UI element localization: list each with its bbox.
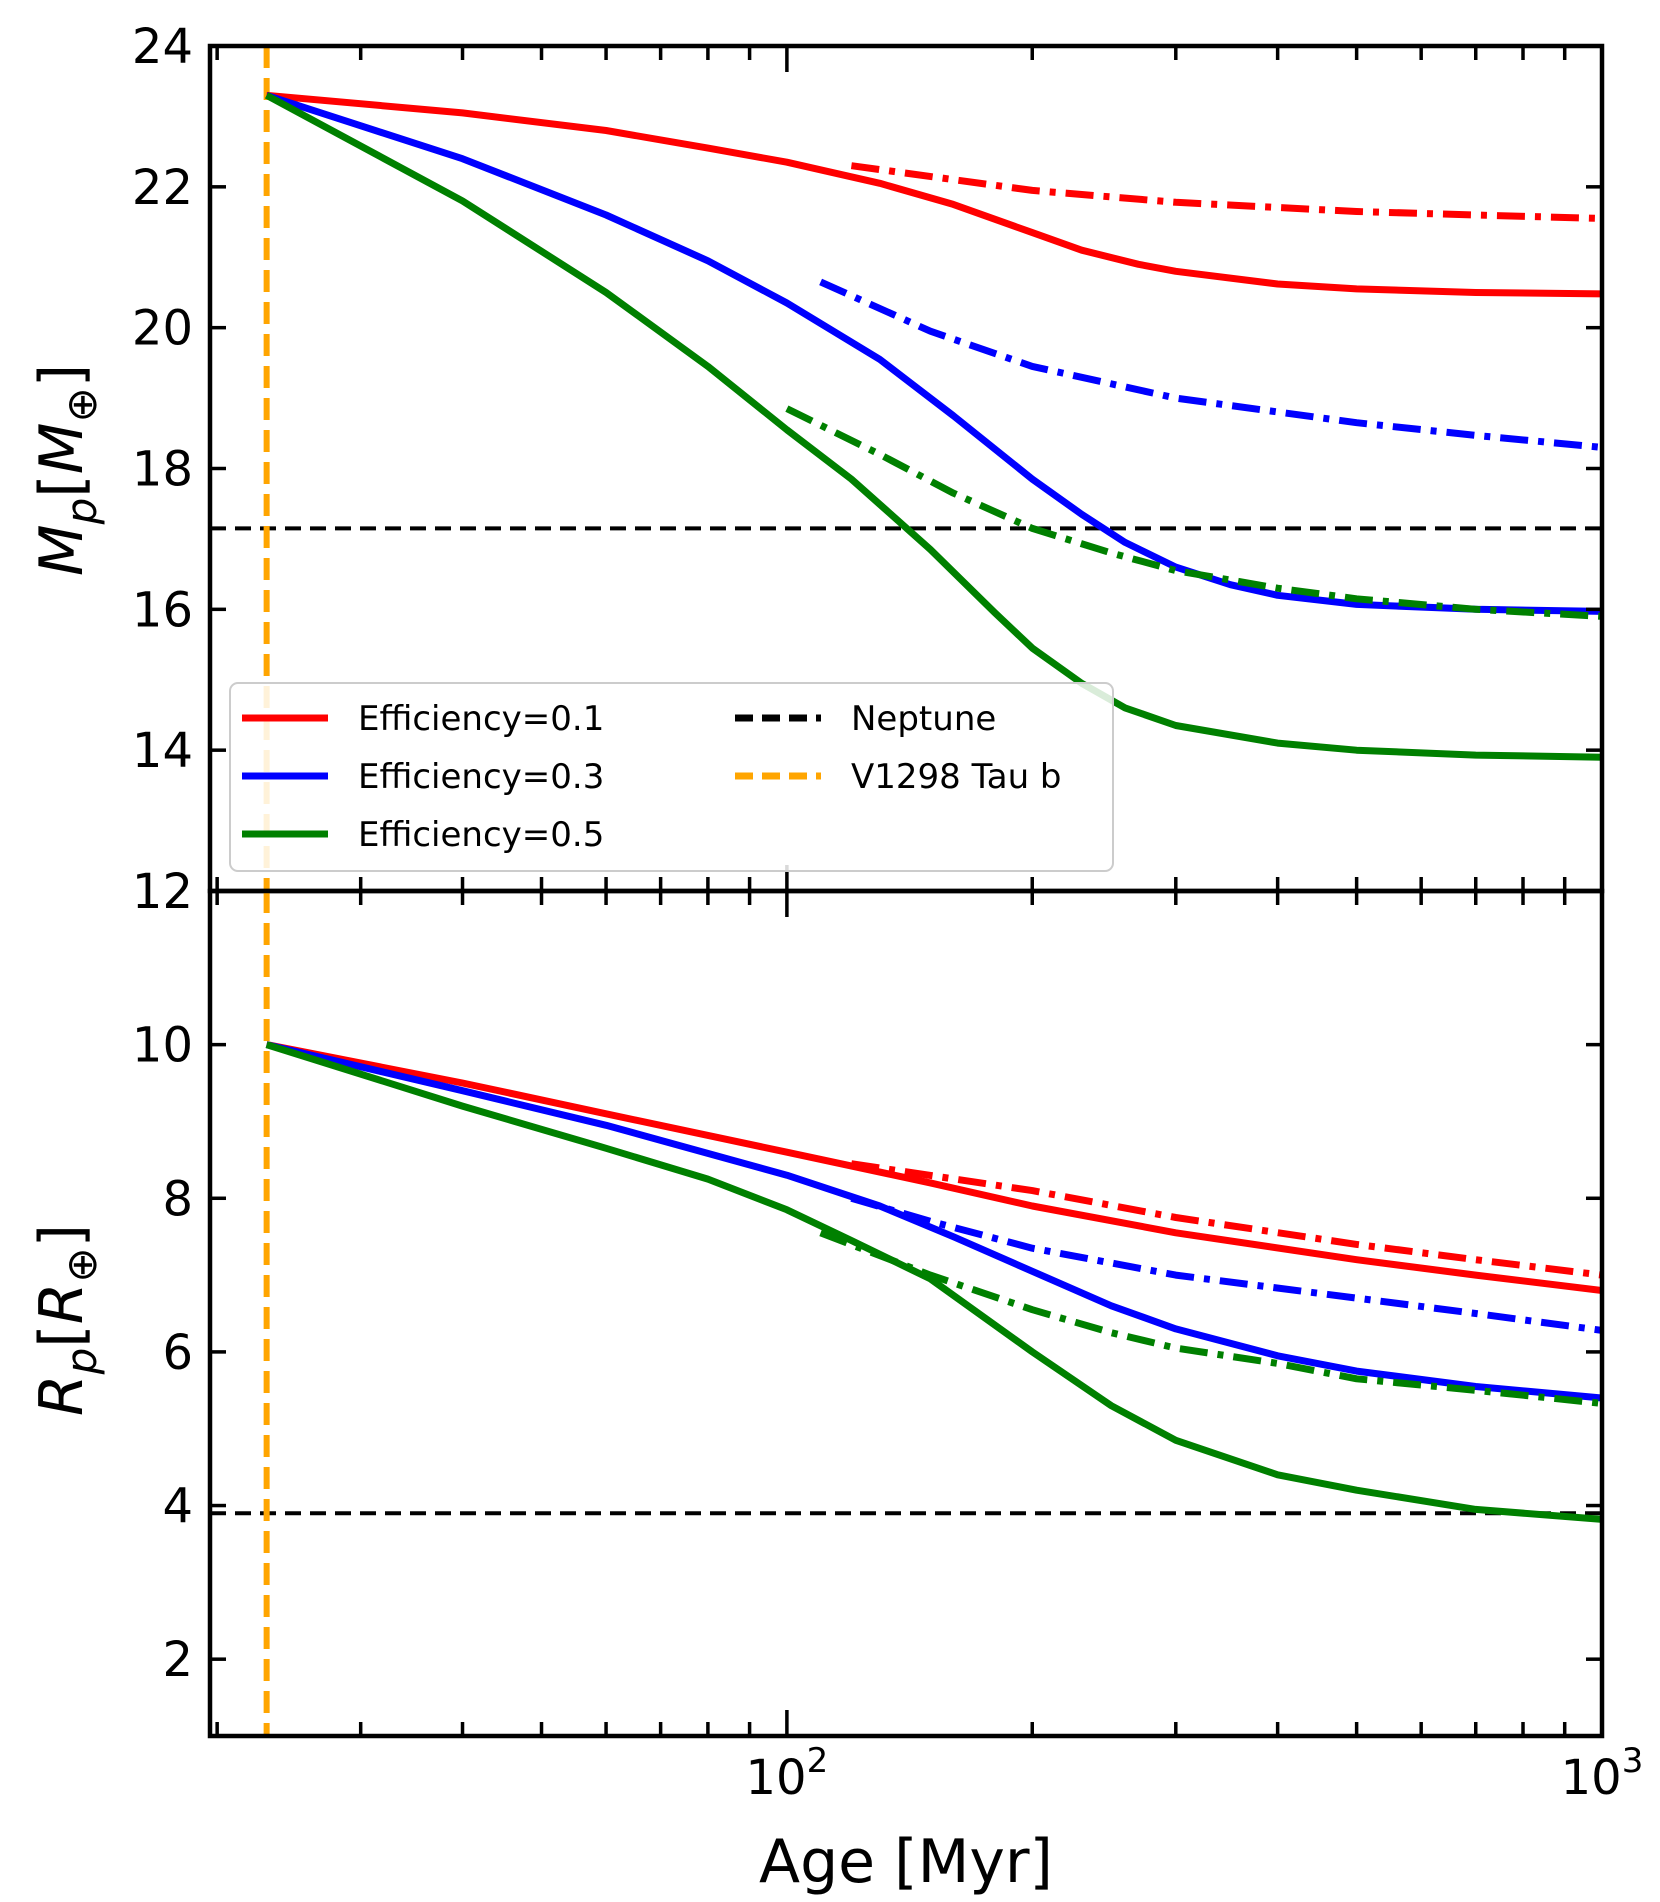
radius-axes-frame (207, 888, 1605, 1739)
mass-series-3-dashdot-line (850, 162, 1602, 222)
legend-label: Neptune (851, 699, 996, 739)
mass-ytick-label: 22 (132, 160, 193, 216)
mass-ylabel-main: M (27, 524, 97, 576)
mass-y-ticks: 12 14 16 18 20 22 24 (132, 19, 1602, 920)
x-tick-label: 102 (746, 1741, 829, 1806)
radius-ytick-label: 10 (132, 1018, 193, 1074)
mass-ytick-label: 20 (132, 301, 193, 357)
mass-series-5-dashdot-line (785, 405, 1602, 620)
radius-ylabel-bracket-sub: ⊕ (57, 1247, 106, 1282)
mass-ylabel-bracket-main: M (27, 422, 97, 474)
mass-series-4-dashdot-line (819, 278, 1602, 451)
mass-ylabel-bracket-sub: ⊕ (57, 387, 106, 422)
legend-label: V1298 Tau b (851, 757, 1062, 797)
x-tick-label: 103 (1561, 1741, 1644, 1806)
radius-ylabel-open: [ (27, 1324, 97, 1347)
radius-series-4-dashdot-line (850, 1194, 1602, 1334)
mass-ylabel-sub: p (57, 498, 106, 526)
x-axis-label: Age [Myr] (759, 1827, 1053, 1897)
mass-series-1-line (265, 91, 1602, 615)
radius-series-1-line (265, 1041, 1602, 1402)
legend-label: Efficiency=0.3 (358, 757, 604, 797)
radius-series-3-dashdot-line (850, 1160, 1602, 1279)
radius-y-axis-label: Rp[R⊕] (27, 1224, 106, 1416)
radius-ytick-label: 4 (162, 1479, 193, 1535)
legend-box (229, 682, 1114, 872)
radius-plot-area (210, 891, 1602, 1736)
mass-series-0-line (266, 91, 1602, 298)
mass-ylabel-close: ] (27, 364, 97, 387)
mass-ytick-label: 18 (132, 442, 193, 498)
legend: Efficiency=0.1 Efficiency=0.3 Efficiency=0… (229, 682, 1114, 872)
mass-y-axis-label: Mp[M⊕] (27, 364, 106, 576)
radius-series-2-line (265, 1041, 1602, 1523)
radius-ytick-label: 8 (162, 1171, 193, 1227)
x-tick-labels: 102 103 (746, 1741, 1644, 1806)
radius-ylabel-close: ] (27, 1224, 97, 1247)
radius-ytick-label: 6 (162, 1325, 193, 1381)
mass-ytick-label: 12 (132, 864, 193, 920)
mass-series-2-line (264, 92, 1602, 761)
legend-label: Efficiency=0.5 (358, 815, 604, 855)
radius-series-0-line (265, 1041, 1602, 1294)
radius-ytick-label: 2 (162, 1632, 193, 1688)
mass-ytick-label: 16 (132, 582, 193, 638)
mass-ylabel-open: [ (27, 474, 97, 497)
radius-series-5-dashdot-line (819, 1229, 1602, 1407)
radius-ylabel-bracket-main: R (27, 1283, 97, 1325)
radius-x-ticks (215, 891, 1604, 1736)
mass-plot-area (210, 46, 1602, 891)
mass-ytick-label: 24 (132, 19, 193, 75)
radius-ylabel-main: R (27, 1374, 97, 1416)
legend-label: Efficiency=0.1 (358, 699, 604, 739)
mass-ytick-label: 14 (132, 723, 193, 779)
radius-y-ticks: 2 4 6 8 10 (132, 1018, 1602, 1688)
radius-ylabel-sub: p (57, 1348, 106, 1376)
